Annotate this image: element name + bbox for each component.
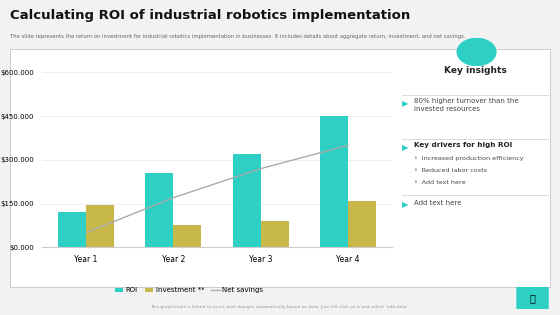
Text: The slide represents the return on investment for industrial robotics implementa: The slide represents the return on inves… bbox=[10, 34, 465, 39]
Text: ▶: ▶ bbox=[402, 200, 409, 209]
Text: Key drivers for high ROI: Key drivers for high ROI bbox=[414, 142, 512, 148]
Text: ▶: ▶ bbox=[402, 143, 409, 152]
Text: 80% higher turnover than the
invested resources: 80% higher turnover than the invested re… bbox=[414, 98, 519, 112]
Text: ◦  Reduced labor costs: ◦ Reduced labor costs bbox=[414, 168, 487, 173]
Bar bbox=[58, 212, 86, 247]
Bar bbox=[320, 116, 348, 247]
Text: Key insights: Key insights bbox=[444, 66, 506, 75]
Bar bbox=[261, 221, 288, 247]
Text: Calculating ROI of industrial robotics implementation: Calculating ROI of industrial robotics i… bbox=[10, 9, 410, 22]
Bar bbox=[233, 154, 261, 247]
Text: Add text here: Add text here bbox=[414, 200, 462, 206]
Text: This graph/chart is linked to excel, and changes automatically based on data. Ju: This graph/chart is linked to excel, and… bbox=[151, 305, 409, 309]
Text: ▶: ▶ bbox=[402, 99, 409, 108]
Text: ◦  Add text here: ◦ Add text here bbox=[414, 180, 466, 185]
FancyBboxPatch shape bbox=[516, 287, 549, 309]
Circle shape bbox=[457, 38, 496, 66]
Bar bbox=[173, 226, 201, 247]
Text: ☺: ☺ bbox=[471, 46, 482, 56]
Text: ◦  Increased production efficiency: ◦ Increased production efficiency bbox=[414, 156, 524, 161]
Bar bbox=[348, 201, 376, 247]
Text: 🤖: 🤖 bbox=[530, 293, 535, 303]
Bar bbox=[146, 173, 173, 247]
Bar bbox=[86, 205, 114, 247]
Legend: ROI, Investment **, Net savings: ROI, Investment **, Net savings bbox=[112, 285, 266, 296]
Text: Aggregate return, investment & net savings: Aggregate return, investment & net savin… bbox=[68, 55, 295, 64]
